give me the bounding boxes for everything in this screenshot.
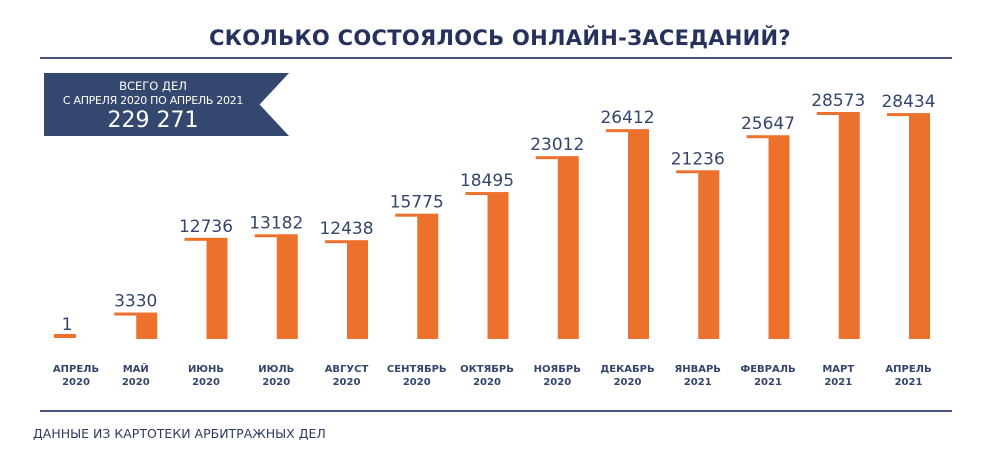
x-tick-label-year: 2020 [192, 377, 220, 388]
x-tick-label-year: 2020 [614, 377, 642, 388]
bar [487, 192, 509, 339]
bar [206, 237, 228, 339]
data-label: 15775 [390, 193, 444, 213]
x-tick-label-month: МАЙ [123, 362, 149, 375]
bar-ledge [816, 112, 839, 115]
bar [698, 170, 720, 339]
x-tick-label-year: 2021 [684, 377, 712, 388]
bar [909, 113, 930, 339]
bar-ledge [887, 113, 909, 117]
title-divider [40, 57, 952, 59]
data-label: 23012 [530, 135, 584, 155]
banner-total: 229 271 [107, 108, 199, 133]
data-label: 3330 [114, 292, 157, 312]
data-label: 13182 [249, 213, 303, 233]
data-label: 12736 [179, 217, 233, 237]
bar-ledge [114, 312, 137, 316]
chart-title: СКОЛЬКО СОСТОЯЛОСЬ ОНЛАЙН-ЗАСЕДАНИЙ? [209, 26, 791, 50]
x-tick-label-year: 2020 [262, 377, 290, 388]
bar-ledge [676, 170, 699, 174]
x-tick-label-year: 2021 [895, 377, 923, 388]
x-tick-label-month: АВГУСТ [325, 364, 369, 375]
x-tick-label-year: 2020 [62, 377, 90, 388]
x-tick-label-year: 2020 [403, 377, 431, 388]
source-note: ДАННЫЕ ИЗ КАРТОТЕКИ АРБИТРАЖНЫХ ДЕЛ [33, 426, 326, 441]
data-label: 28573 [811, 91, 865, 111]
data-label: 26412 [600, 108, 654, 128]
bar-ledge [746, 135, 769, 139]
x-tick-label-year: 2021 [754, 377, 782, 388]
x-tick-label-year: 2020 [122, 377, 150, 388]
x-tick-label-year: 2020 [543, 377, 571, 388]
bar [54, 334, 76, 338]
x-tick-label-month: ДЕКАБРЬ [600, 364, 654, 375]
x-tick-label-month: СЕНТЯБРЬ [387, 364, 447, 375]
x-tick-label-month: НОЯБРЬ [534, 364, 581, 375]
x-tick-label-year: 2021 [824, 377, 852, 388]
x-tick-label-month: ИЮНЬ [188, 364, 224, 375]
bar-ledge [325, 240, 347, 244]
x-tick-label-month: АПРЕЛЬ [53, 364, 99, 375]
bar-ledge [606, 129, 628, 133]
bar-ledge [535, 156, 558, 160]
x-tick-label-month: АПРЕЛЬ [885, 364, 931, 375]
banner-line2: С АПРЕЛЯ 2020 ПО АПРЕЛЬ 2021 [62, 94, 244, 107]
x-tick-label-year: 2020 [473, 377, 501, 388]
bar [838, 112, 860, 339]
x-tick-label-month: МАРТ [822, 364, 854, 375]
data-label: 1 [62, 315, 73, 335]
data-label: 25647 [741, 114, 795, 134]
data-label: 28434 [881, 92, 935, 112]
x-tick-label-month: ИЮЛЬ [258, 364, 294, 375]
x-tick-label-year: 2020 [333, 377, 361, 388]
x-tick-label-month: ЯНВАРЬ [675, 364, 721, 375]
bar [347, 240, 368, 339]
x-tick-label-month: ОКТЯБРЬ [460, 364, 514, 375]
banner-line1: ВСЕГО ДЕЛ [119, 79, 187, 93]
bar [557, 156, 579, 339]
bar-ledge [184, 237, 207, 241]
bar-ledge [254, 234, 277, 238]
bar [136, 312, 158, 339]
x-tick-label-month: ФЕВРАЛЬ [740, 364, 795, 375]
bar [276, 234, 298, 339]
data-label: 21236 [671, 149, 725, 169]
bar [768, 135, 790, 339]
bar [628, 129, 649, 339]
bar-ledge [465, 192, 488, 196]
bar-ledge [395, 213, 418, 217]
bar [417, 213, 439, 339]
total-banner: ВСЕГО ДЕЛ С АПРЕЛЯ 2020 ПО АПРЕЛЬ 2021 2… [44, 73, 289, 136]
data-label: 18495 [460, 171, 514, 191]
footer-divider [40, 410, 952, 412]
data-label: 12438 [319, 219, 373, 239]
